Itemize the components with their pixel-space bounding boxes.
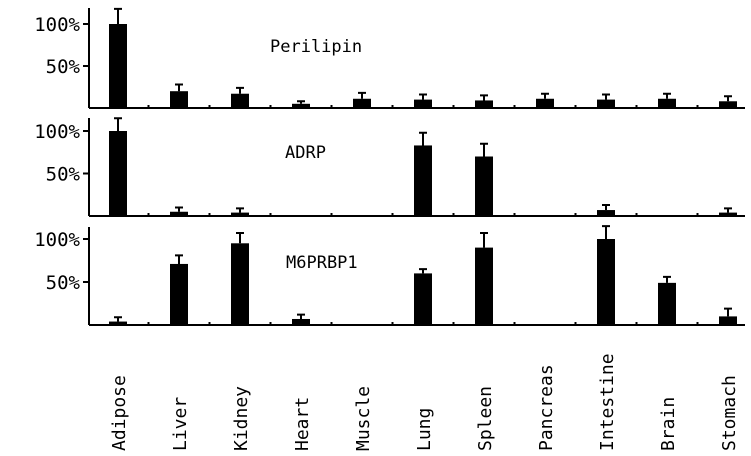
error-bar xyxy=(236,207,244,213)
bar-heart xyxy=(292,318,310,325)
y-tick-label: 100% xyxy=(34,14,80,36)
bar-muscle xyxy=(353,98,371,108)
category-label: Heart xyxy=(292,397,313,451)
bar-kidney xyxy=(231,93,249,108)
error-bar xyxy=(724,307,732,317)
bar-lung xyxy=(414,99,432,108)
y-tick-label: 100% xyxy=(34,229,80,251)
y-tick-label: 50% xyxy=(46,56,81,78)
category-label: Intestine xyxy=(597,353,618,451)
category-label: Lung xyxy=(414,408,435,451)
y-tick-label: 50% xyxy=(46,272,81,294)
bar-spleen xyxy=(475,247,493,325)
bar-kidney xyxy=(231,243,249,325)
category-label: Pancreas xyxy=(536,364,557,451)
category-label: Kidney xyxy=(231,386,252,451)
error-bar xyxy=(724,95,732,102)
error-bar xyxy=(663,92,671,99)
bar-lung xyxy=(414,273,432,325)
bar-spleen xyxy=(475,100,493,108)
error-bar xyxy=(419,268,427,274)
error-bar xyxy=(480,231,488,248)
error-bar xyxy=(297,313,305,319)
category-label: Brain xyxy=(658,397,679,451)
bar-liver xyxy=(170,263,188,325)
bar-intestine xyxy=(597,239,615,325)
error-bar xyxy=(602,203,610,211)
error-bar xyxy=(480,94,488,101)
error-bar xyxy=(419,93,427,100)
bar-intestine xyxy=(597,210,615,216)
error-bar xyxy=(175,206,183,212)
error-bar xyxy=(480,142,488,157)
bar-liver xyxy=(170,211,188,216)
panel-title: M6PRBP1 xyxy=(286,253,358,273)
category-label: Stomach xyxy=(719,375,740,451)
panel-m6prbp1: 50% 100% M6PRBP1 xyxy=(34,225,745,326)
bar-liver xyxy=(170,91,188,108)
category-labels: Adipose Liver Kidney Heart Muscle Lung Spleen P… xyxy=(109,353,740,451)
y-tick-label: 50% xyxy=(46,164,81,186)
error-bar xyxy=(541,92,549,99)
panel-title: Perilipin xyxy=(270,37,362,57)
bar-stomach xyxy=(719,101,737,108)
bar-stomach xyxy=(719,212,737,216)
bar-spleen xyxy=(475,156,493,216)
error-bar xyxy=(236,86,244,94)
error-bar xyxy=(236,231,244,244)
category-label: Adipose xyxy=(109,375,130,451)
error-bar xyxy=(114,7,122,24)
bar-adipose xyxy=(109,321,127,325)
error-bar xyxy=(419,131,427,146)
error-bar xyxy=(602,93,610,100)
error-bar xyxy=(114,117,122,131)
panel-adrp: 50% 100% ADRP xyxy=(34,117,745,217)
bar-brain xyxy=(658,282,676,325)
y-tick-label: 100% xyxy=(34,121,80,143)
category-label: Liver xyxy=(170,397,191,451)
category-label: Muscle xyxy=(353,386,374,451)
error-bar xyxy=(663,275,671,283)
error-bar xyxy=(114,316,122,322)
bar-intestine xyxy=(597,99,615,108)
bar-heart xyxy=(292,103,310,108)
bar-pancreas xyxy=(536,98,554,108)
category-label: Spleen xyxy=(475,386,496,451)
error-bar xyxy=(358,91,366,99)
error-bar xyxy=(297,100,305,104)
error-bar xyxy=(724,207,732,213)
error-bar xyxy=(175,83,183,92)
panel-title: ADRP xyxy=(285,143,326,163)
error-bar xyxy=(175,254,183,264)
bar-brain xyxy=(658,98,676,108)
bar-adipose xyxy=(109,131,127,216)
panel-perilipin: 50% 100% Perilipin xyxy=(34,7,745,109)
error-bar xyxy=(602,225,610,239)
bar-adipose xyxy=(109,24,127,108)
bar-stomach xyxy=(719,316,737,325)
bar-kidney xyxy=(231,212,249,216)
bar-lung xyxy=(414,145,432,216)
